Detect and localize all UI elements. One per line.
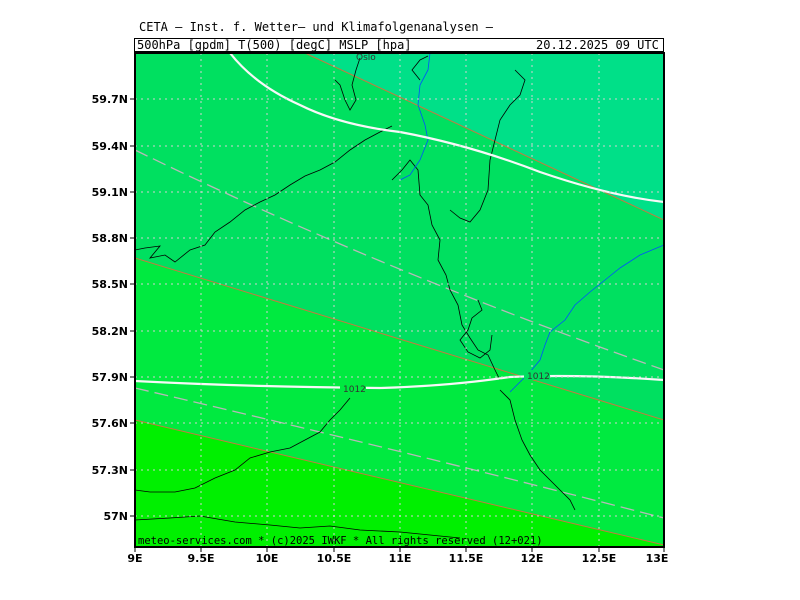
map-plot-area: 1012 1012 Oslo meteo-services.com * (c)2… [135,53,664,547]
lat-label: 58.5N [92,278,128,291]
lat-label: 57.9N [92,371,128,384]
lon-labels: 9E 9.5E 10E 10.5E 11E 11.5E 12E 12.5E 13… [127,552,668,565]
lat-label: 57N [103,510,128,523]
lon-label: 10E [256,552,279,565]
lon-label: 11.5E [449,552,484,565]
isobar-label-1: 1012 [343,385,366,395]
lat-label: 59.4N [92,140,128,153]
lat-labels: 59.7N 59.4N 59.1N 58.8N 58.5N 58.2N 57.9… [92,93,128,523]
copyright-footer: meteo-services.com * (c)2025 IWKF * All … [138,535,543,547]
lon-label: 10.5E [317,552,352,565]
lat-lon-grid [135,53,664,547]
lat-ticks [130,98,135,517]
city-label-oslo: Oslo [356,53,376,63]
isobars [135,53,664,390]
parameter-label: 500hPa [gpdm] T(500) [degC] MSLP [hpa] [137,38,412,52]
lat-label: 59.7N [92,93,128,106]
isobar-label-bg-2 [524,370,550,380]
geopotential-contours [135,149,664,519]
lat-label: 58.8N [92,232,128,245]
valid-datetime: 20.12.2025 09 UTC [536,38,659,52]
parameter-bar [134,38,664,52]
isobar-label-2: 1012 [527,372,550,382]
lat-label: 57.3N [92,464,128,477]
lat-label: 57.6N [92,417,128,430]
lon-label: 9.5E [187,552,214,565]
lon-label: 11E [389,552,412,565]
lon-label: 12E [521,552,544,565]
lon-label: 12.5E [582,552,617,565]
isobar-label-bg-1 [340,383,366,393]
lat-label: 58.2N [92,325,128,338]
lat-label: 59.1N [92,186,128,199]
lon-label: 9E [127,552,142,565]
coastlines [135,55,576,539]
lon-ticks [134,547,665,552]
lon-label: 13E [646,552,669,565]
chart-title: CETA – Inst. f. Wetter– und Klimafolgena… [139,20,494,34]
